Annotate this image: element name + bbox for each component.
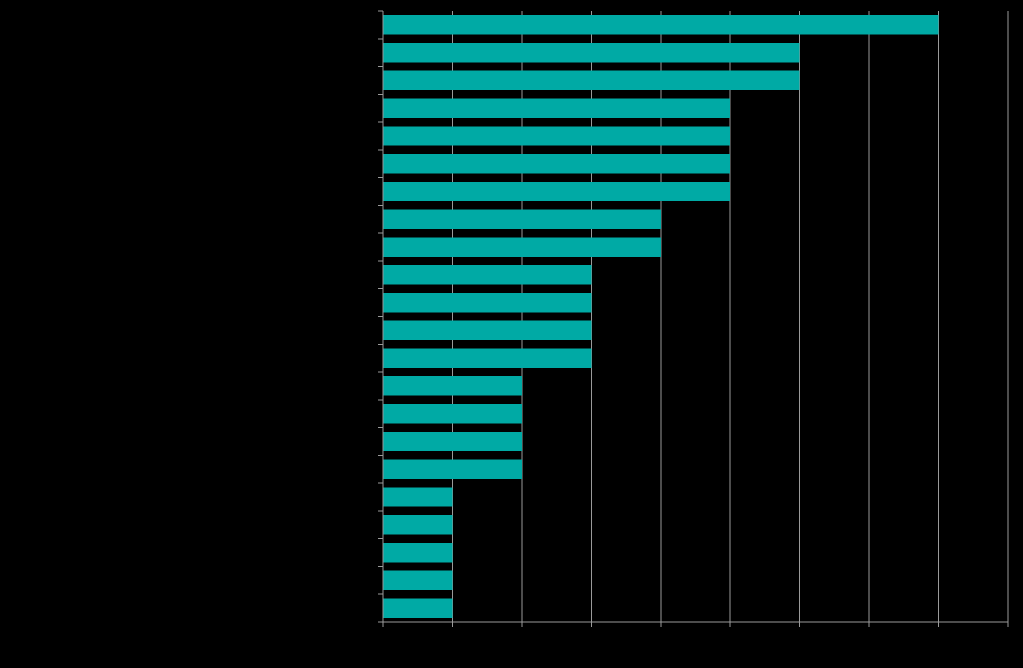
bars <box>383 15 939 618</box>
bar-4 <box>383 98 731 118</box>
bar-12 <box>383 320 592 341</box>
bar-2 <box>383 42 800 63</box>
bar-16 <box>383 431 522 452</box>
bar-19 <box>383 515 453 535</box>
bar-22 <box>383 598 453 618</box>
bar-20 <box>383 542 453 563</box>
bar-11 <box>383 292 592 313</box>
bar-14 <box>383 376 522 396</box>
bar-3 <box>383 70 800 91</box>
bar-17 <box>383 459 522 479</box>
bar-21 <box>383 570 453 591</box>
bar-1 <box>383 15 939 35</box>
bar-5 <box>383 126 731 146</box>
axes <box>378 10 1009 627</box>
bar-9 <box>383 237 661 257</box>
bar-18 <box>383 487 453 507</box>
bar-6 <box>383 154 731 174</box>
bar-13 <box>383 348 592 368</box>
bar-8 <box>383 209 661 230</box>
bar-7 <box>383 181 731 202</box>
bar-15 <box>383 403 522 424</box>
bar-10 <box>383 265 592 285</box>
